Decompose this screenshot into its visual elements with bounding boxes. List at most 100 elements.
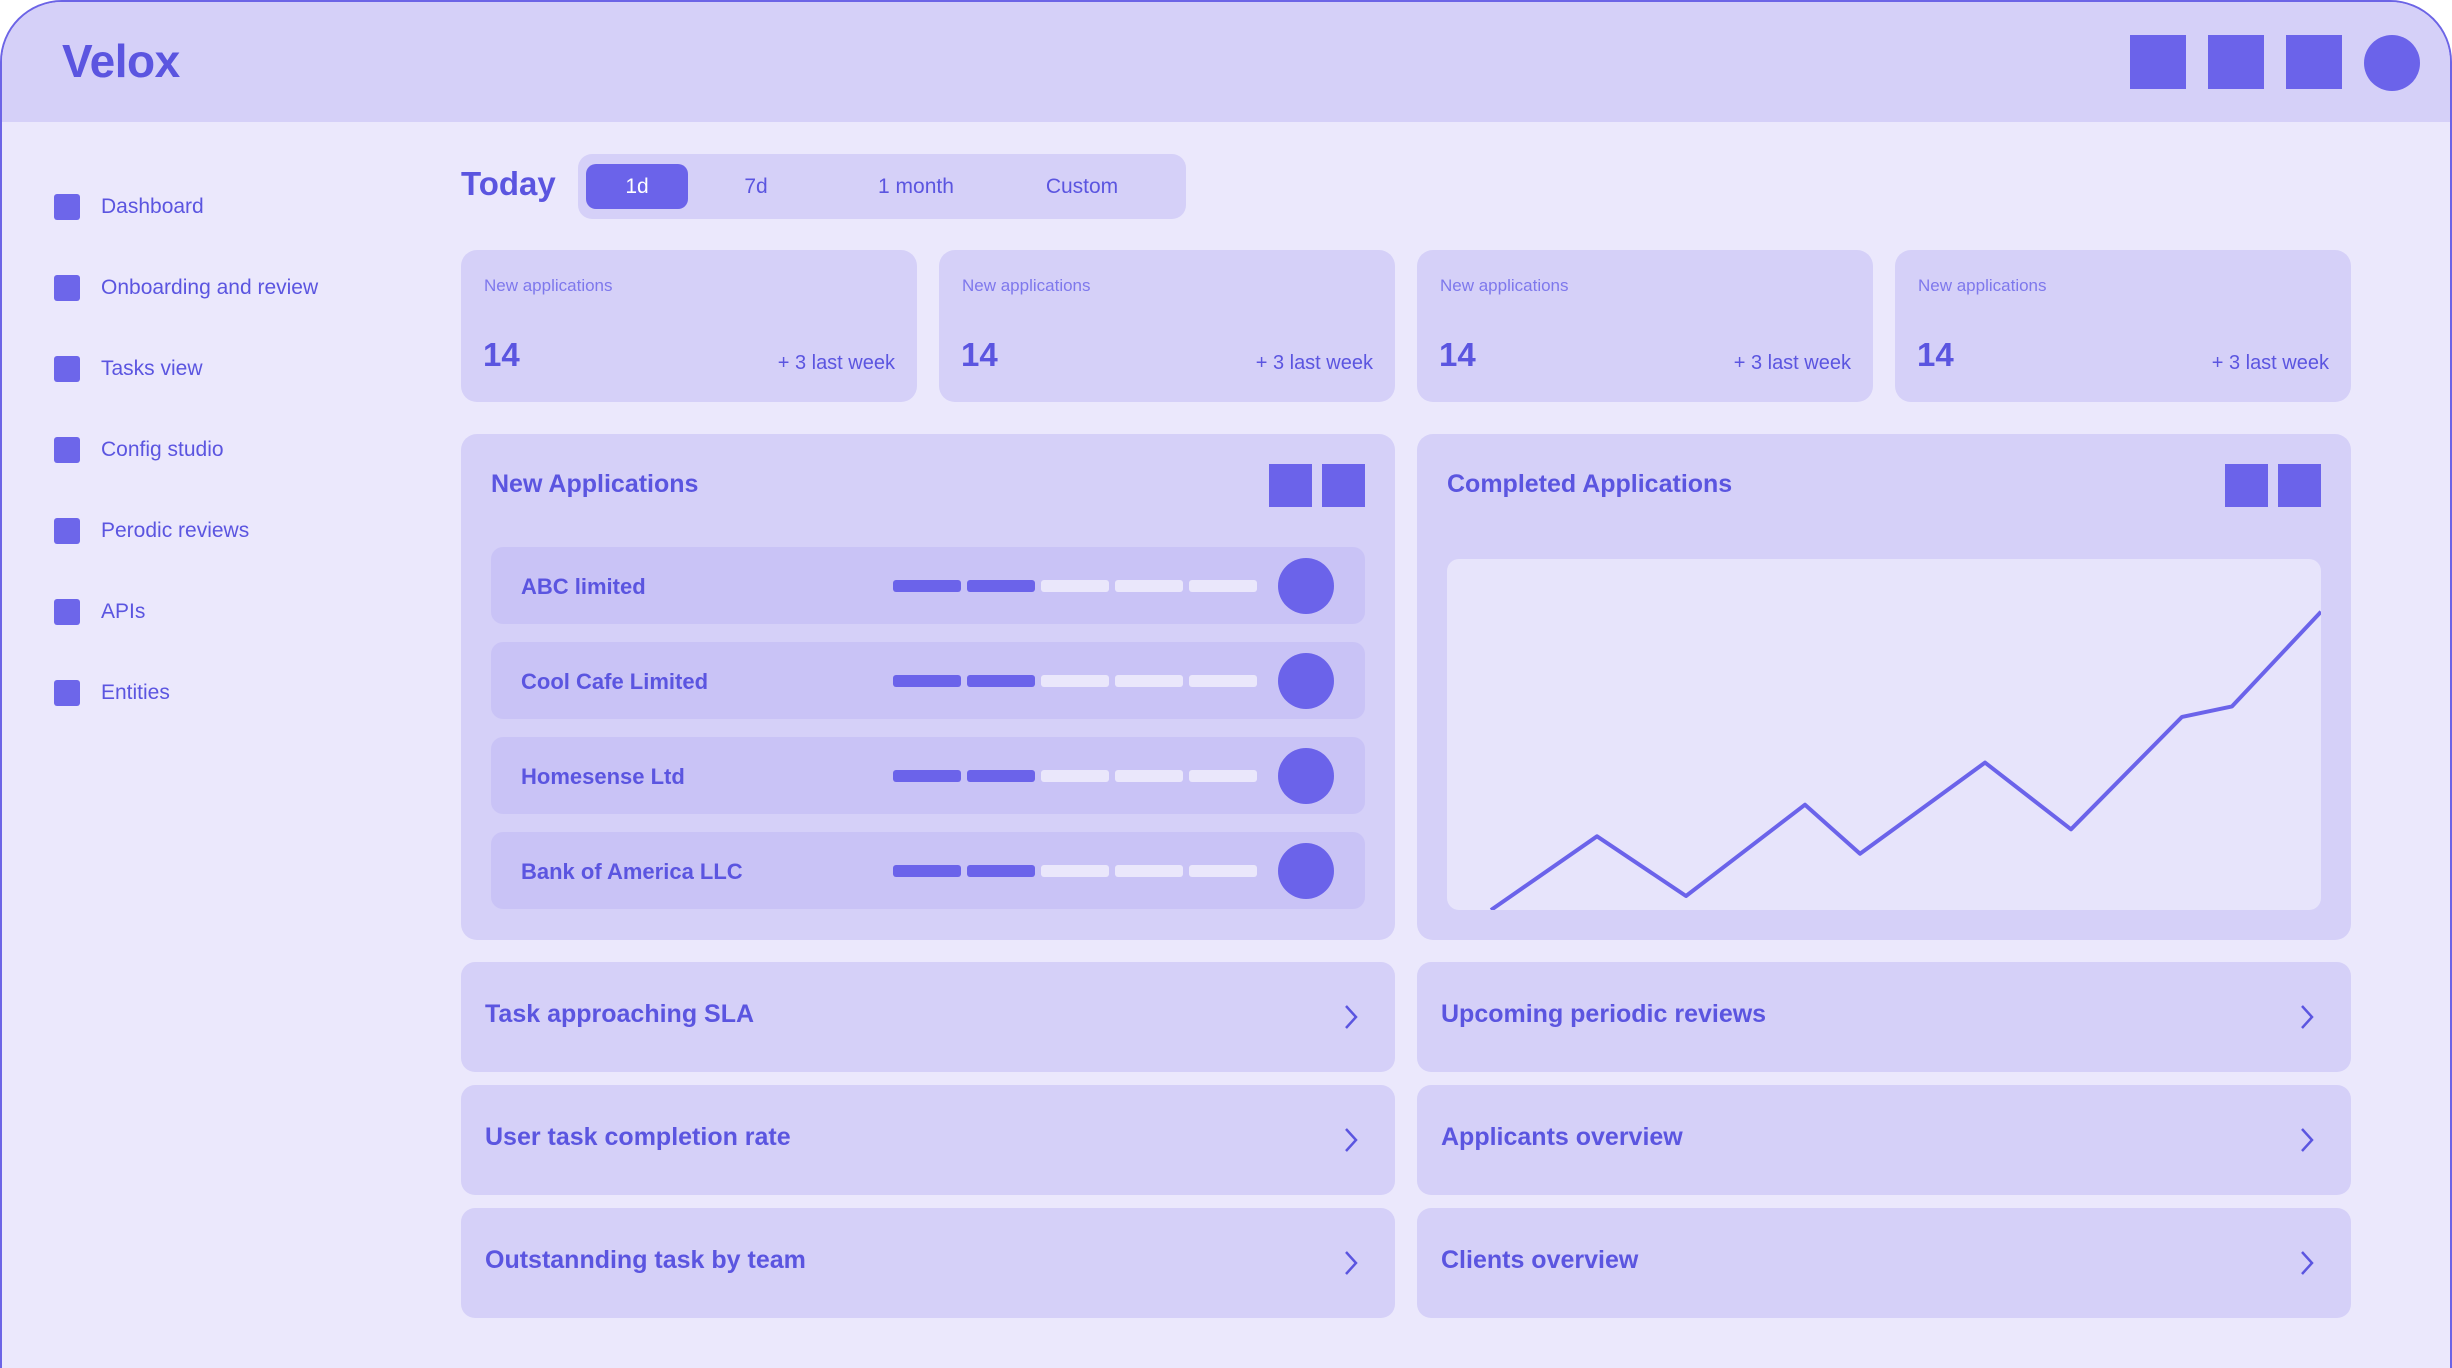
stat-value: 14 [961, 336, 998, 373]
stat-card: New applications 14 + 3 last week [1895, 250, 2351, 402]
link-task-approaching-sla[interactable]: Task approaching SLA [461, 962, 1395, 1072]
link-label: User task completion rate [485, 1123, 791, 1151]
sidebar-item-tasks[interactable]: Tasks view [54, 328, 318, 409]
chevron-right-icon [2301, 1128, 2314, 1152]
application-name: Cool Cafe Limited [521, 669, 709, 694]
sidebar-item-config[interactable]: Config studio [54, 409, 318, 490]
progress-step-complete [967, 675, 1035, 687]
link-user-task-completion-rate[interactable]: User task completion rate [461, 1085, 1395, 1195]
stat-delta: + 3 last week [777, 352, 895, 374]
progress-step-pending [1041, 580, 1109, 592]
stat-label: New applications [1918, 276, 2047, 295]
sidebar-item-label: Perodic reviews [101, 518, 250, 542]
square-icon[interactable] [2278, 464, 2321, 507]
link-label: Applicants overview [1441, 1123, 1683, 1151]
square-icon [54, 679, 80, 706]
progress-step-pending [1041, 770, 1109, 782]
stat-card: New applications 14 + 3 last week [939, 250, 1395, 402]
stat-delta: + 3 last week [1255, 352, 1373, 374]
chevron-right-icon [2301, 1251, 2314, 1275]
header-actions [2130, 35, 2420, 91]
progress-step-complete [893, 865, 961, 877]
completed-applications-panel: Completed Applications [1417, 434, 2351, 940]
chevron-right-icon [1345, 1005, 1358, 1029]
link-label: Upcoming periodic reviews [1441, 1000, 1767, 1028]
link-label: Task approaching SLA [485, 1000, 755, 1028]
application-name: ABC limited [521, 574, 646, 599]
panel-title: Completed Applications [1447, 470, 1733, 498]
sidebar: Dashboard Onboarding and review Tasks vi… [54, 166, 318, 733]
progress-step-pending [1189, 865, 1257, 877]
link-label: Outstannding task by team [485, 1246, 806, 1274]
sidebar-item-label: Onboarding and review [101, 275, 319, 299]
progress-step-pending [1041, 675, 1109, 687]
sidebar-item-label: Config studio [101, 437, 224, 461]
sidebar-item-entities[interactable]: Entities [54, 652, 318, 733]
period-title: Today [461, 165, 556, 202]
list-item[interactable]: Homesense Ltd [491, 737, 1365, 814]
status-circle[interactable] [1278, 748, 1334, 804]
sidebar-item-dashboard[interactable]: Dashboard [54, 166, 318, 247]
sidebar-item-onboarding[interactable]: Onboarding and review [54, 247, 318, 328]
square-icon[interactable] [2286, 35, 2342, 89]
link-applicants-overview[interactable]: Applicants overview [1417, 1085, 2351, 1195]
range-option-1-month[interactable]: 1 month [878, 175, 954, 198]
square-icon[interactable] [1322, 464, 1365, 507]
line-chart [1447, 559, 2321, 910]
sidebar-item-label: Entities [101, 680, 170, 704]
sidebar-item-apis[interactable]: APIs [54, 571, 318, 652]
range-option-1d[interactable]: 1d [586, 164, 688, 209]
range-option-custom[interactable]: Custom [1045, 175, 1119, 198]
chevron-right-icon [1345, 1251, 1358, 1275]
sidebar-item-label: Tasks view [101, 356, 203, 380]
panel-title: New Applications [491, 470, 699, 498]
sidebar-item-label: APIs [101, 599, 146, 623]
new-applications-panel: New Applications ABC limited Cool Cafe L… [461, 434, 1395, 940]
status-circle[interactable] [1278, 843, 1334, 899]
stat-value: 14 [1917, 336, 1954, 373]
stat-value: 14 [1439, 336, 1476, 373]
progress-step-complete [967, 580, 1035, 592]
progress-step-pending [1115, 770, 1183, 782]
square-icon[interactable] [2225, 464, 2268, 507]
square-icon[interactable] [1269, 464, 1312, 507]
link-upcoming-periodic-reviews[interactable]: Upcoming periodic reviews [1417, 962, 2351, 1072]
stat-card: New applications 14 + 3 last week [461, 250, 917, 402]
link-clients-overview[interactable]: Clients overview [1417, 1208, 2351, 1318]
progress-step-pending [1189, 770, 1257, 782]
link-label: Clients overview [1441, 1246, 1639, 1274]
status-circle[interactable] [1278, 653, 1334, 709]
stat-value: 14 [483, 336, 520, 373]
link-outstanding-task-by-team[interactable]: Outstannding task by team [461, 1208, 1395, 1318]
sidebar-item-periodic-reviews[interactable]: Perodic reviews [54, 490, 318, 571]
status-circle[interactable] [1278, 558, 1334, 614]
progress-step-pending [1115, 865, 1183, 877]
stat-card: New applications 14 + 3 last week [1417, 250, 1873, 402]
list-item[interactable]: Bank of America LLC [491, 832, 1365, 909]
list-item[interactable]: Cool Cafe Limited [491, 642, 1365, 719]
sidebar-item-label: Dashboard [101, 194, 204, 218]
list-item[interactable]: ABC limited [491, 547, 1365, 624]
square-icon [54, 517, 80, 544]
progress-step-complete [893, 580, 961, 592]
progress-step-pending [1115, 580, 1183, 592]
stat-label: New applications [484, 276, 613, 295]
progress-step-pending [1041, 865, 1109, 877]
progress-step-complete [967, 865, 1035, 877]
progress-step-complete [967, 770, 1035, 782]
app-logo[interactable]: Velox [62, 35, 180, 87]
avatar[interactable] [2364, 35, 2420, 91]
stat-delta: + 3 last week [1733, 352, 1851, 374]
line-chart-svg [1489, 610, 2321, 910]
progress-step-pending [1189, 675, 1257, 687]
square-icon [54, 193, 80, 220]
progress-step-pending [1189, 580, 1257, 592]
chevron-right-icon [2301, 1005, 2314, 1029]
stat-label: New applications [962, 276, 1091, 295]
series-line [1489, 610, 2321, 910]
square-icon[interactable] [2130, 35, 2186, 89]
progress-step-complete [893, 675, 961, 687]
square-icon[interactable] [2208, 35, 2264, 89]
range-option-7d[interactable]: 7d [744, 175, 768, 198]
